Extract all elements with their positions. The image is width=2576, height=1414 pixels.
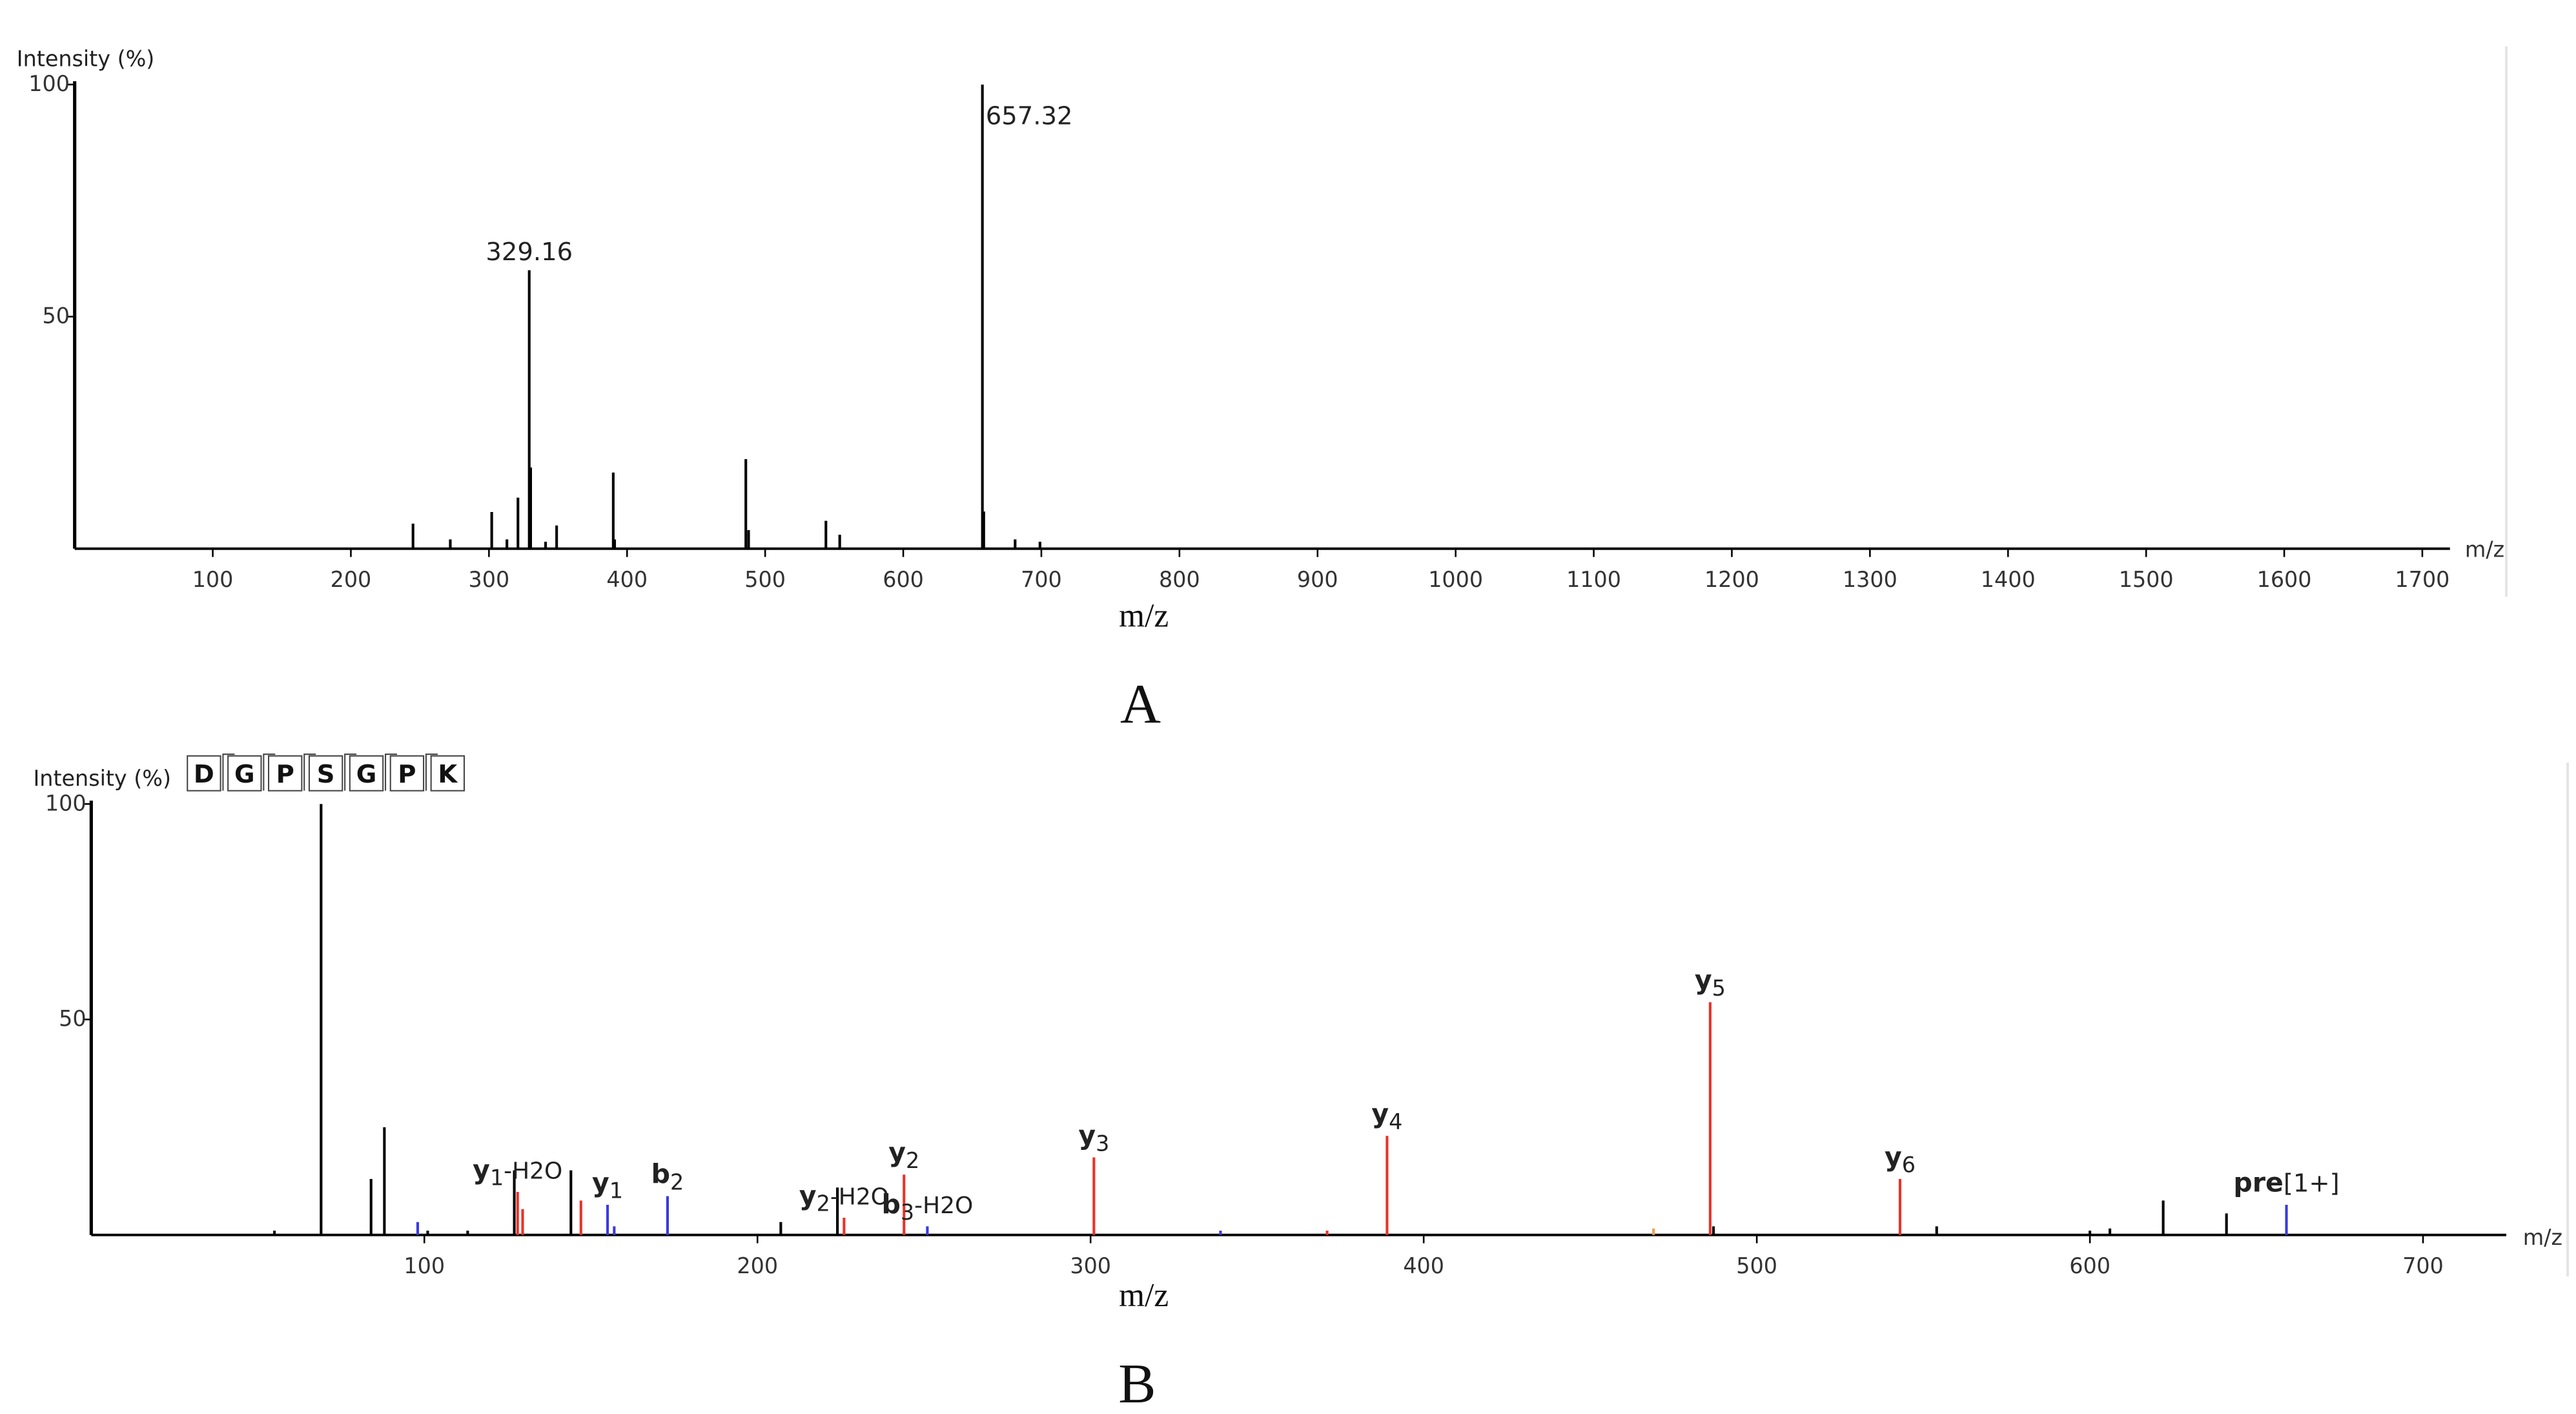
ion-number: 6 bbox=[1902, 1153, 1916, 1178]
residue: P bbox=[276, 760, 294, 789]
ion-type: y bbox=[1695, 965, 1712, 996]
residue: K bbox=[438, 760, 458, 789]
y-axis-label: Intensity (%) bbox=[17, 46, 155, 72]
ion-label: y3 bbox=[1078, 1120, 1109, 1156]
ion-number: 3 bbox=[901, 1200, 914, 1225]
residue-box bbox=[389, 755, 425, 792]
ion-type: b bbox=[881, 1189, 900, 1220]
ion-type: y bbox=[473, 1154, 490, 1185]
ion-label: y1 bbox=[592, 1167, 623, 1203]
ion-label: y5 bbox=[1695, 965, 1726, 1001]
x-tick-label: 700 bbox=[2402, 1253, 2444, 1278]
x-tick-label: 900 bbox=[1297, 567, 1338, 592]
ion-type: y bbox=[592, 1167, 609, 1198]
x-tick-label: 1700 bbox=[2395, 567, 2450, 592]
x-tick-label: 200 bbox=[331, 567, 372, 592]
x-tick-label: 300 bbox=[469, 567, 510, 592]
x-tick-label: 600 bbox=[883, 567, 924, 592]
residue-box bbox=[268, 755, 303, 792]
y-tick-label: 50 bbox=[59, 1006, 86, 1031]
ion-type: b bbox=[651, 1158, 670, 1189]
residue-box bbox=[187, 755, 221, 792]
ion-label: y4 bbox=[1371, 1098, 1402, 1134]
ion-type: y bbox=[1078, 1120, 1096, 1151]
residue: S bbox=[317, 760, 335, 789]
x-tick-label: 700 bbox=[1021, 567, 1062, 592]
x-tick-label: 200 bbox=[737, 1253, 778, 1278]
ion-label: y2 bbox=[888, 1137, 919, 1173]
x-tick-label: 600 bbox=[2069, 1253, 2111, 1278]
ion-label: y2-H2O bbox=[799, 1180, 889, 1216]
x-tick-label: 1100 bbox=[1566, 567, 1621, 592]
ion-type: y bbox=[799, 1180, 817, 1211]
x-tick-label: 400 bbox=[1403, 1253, 1444, 1278]
ion-number: 3 bbox=[1096, 1131, 1109, 1156]
cleavage-mark bbox=[425, 753, 438, 791]
ion-label: b3-H2O bbox=[881, 1189, 973, 1225]
residue-box bbox=[227, 755, 262, 792]
residue-box bbox=[349, 755, 384, 792]
x-tick-label: 100 bbox=[192, 567, 234, 592]
x-tick-label: 1200 bbox=[1704, 567, 1759, 592]
peak-label: 657.32 bbox=[986, 102, 1073, 131]
residue-box bbox=[308, 755, 343, 792]
x-tick-label: 100 bbox=[404, 1253, 445, 1278]
ion-loss: -H2O bbox=[914, 1193, 973, 1219]
cleavage-mark bbox=[222, 753, 235, 791]
y-tick-label: 100 bbox=[28, 71, 70, 96]
x-axis-end-label: m/z bbox=[2523, 1225, 2562, 1250]
ion-number: 2 bbox=[906, 1148, 919, 1173]
ion-loss: -H2O bbox=[830, 1183, 889, 1210]
peak-label: 329.16 bbox=[486, 238, 573, 267]
y-tick-label: 100 bbox=[45, 790, 87, 815]
ion-label: y6 bbox=[1885, 1141, 1916, 1177]
x-tick-label: 1000 bbox=[1428, 567, 1483, 592]
x-axis-label: m/z bbox=[1119, 1277, 1169, 1314]
ion-type: y bbox=[888, 1137, 906, 1168]
ion-number: 5 bbox=[1712, 976, 1726, 1001]
y-axis-label: Intensity (%) bbox=[33, 766, 171, 791]
panel-label: A bbox=[1120, 672, 1161, 735]
x-tick-label: 800 bbox=[1159, 567, 1200, 592]
ion-type: pre bbox=[2233, 1167, 2284, 1198]
x-tick-label: 400 bbox=[606, 567, 648, 592]
panel-label: B bbox=[1118, 1352, 1156, 1414]
cleavage-mark bbox=[385, 753, 398, 791]
ion-label: pre[1+] bbox=[2233, 1167, 2339, 1198]
residue: P bbox=[398, 760, 416, 789]
y-tick-label: 50 bbox=[43, 303, 70, 329]
ion-type: y bbox=[1885, 1141, 1902, 1172]
cleavage-mark bbox=[344, 753, 357, 791]
ion-type: y bbox=[1371, 1098, 1389, 1129]
x-axis-end-label: m/z bbox=[2465, 537, 2504, 562]
ion-charge: [1+] bbox=[2284, 1169, 2340, 1198]
x-tick-label: 500 bbox=[744, 567, 786, 592]
ion-number: 4 bbox=[1389, 1109, 1402, 1134]
x-tick-label: 300 bbox=[1070, 1253, 1111, 1278]
residue: G bbox=[234, 760, 255, 789]
x-tick-label: 1300 bbox=[1843, 567, 1897, 592]
x-tick-label: 1400 bbox=[1981, 567, 2036, 592]
ion-number: 2 bbox=[670, 1169, 684, 1194]
ion-loss: -H2O bbox=[504, 1158, 562, 1184]
x-tick-label: 1500 bbox=[2119, 567, 2174, 592]
cleavage-mark bbox=[303, 753, 316, 791]
x-axis-label: m/z bbox=[1119, 597, 1169, 634]
ion-label: b2 bbox=[651, 1158, 684, 1194]
residue: D bbox=[194, 760, 214, 789]
ion-label: y1-H2O bbox=[473, 1154, 562, 1190]
x-tick-label: 1600 bbox=[2257, 567, 2312, 592]
residue: G bbox=[356, 760, 377, 789]
x-tick-label: 500 bbox=[1736, 1253, 1777, 1278]
ion-number: 1 bbox=[490, 1165, 504, 1191]
cleavage-mark bbox=[263, 753, 276, 791]
ion-number: 2 bbox=[817, 1191, 830, 1216]
residue-box bbox=[430, 755, 465, 792]
ion-number: 1 bbox=[609, 1178, 623, 1204]
